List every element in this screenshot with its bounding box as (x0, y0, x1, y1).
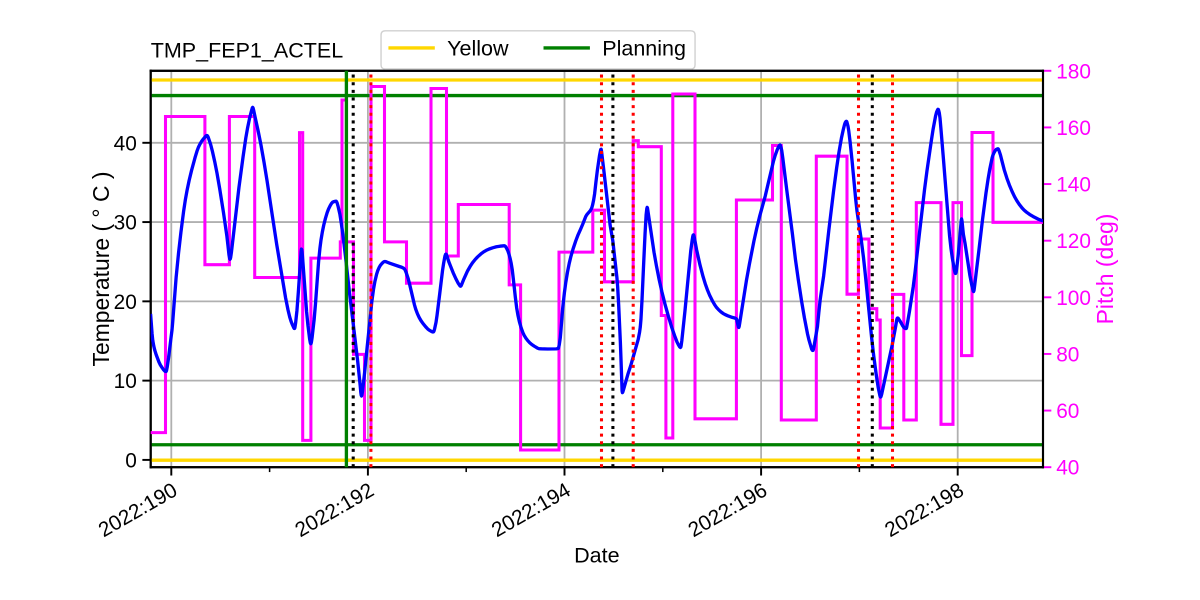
svg-text:40: 40 (114, 132, 137, 155)
svg-text:Pitch (deg): Pitch (deg) (1092, 214, 1118, 325)
svg-text:Planning: Planning (602, 36, 686, 60)
svg-text:30: 30 (114, 212, 137, 235)
svg-text:0: 0 (125, 449, 137, 472)
svg-text:40: 40 (1056, 457, 1079, 480)
svg-text:20: 20 (114, 291, 137, 314)
svg-text:Yellow: Yellow (447, 36, 509, 60)
svg-text:Date: Date (574, 544, 619, 568)
svg-text:TMP_FEP1_ACTEL: TMP_FEP1_ACTEL (151, 39, 344, 63)
svg-text:10: 10 (114, 370, 137, 393)
svg-text:180: 180 (1056, 60, 1091, 83)
svg-text:140: 140 (1056, 174, 1091, 197)
svg-text:160: 160 (1056, 117, 1091, 140)
svg-text:60: 60 (1056, 400, 1079, 423)
svg-text:100: 100 (1056, 287, 1091, 310)
svg-text:80: 80 (1056, 343, 1079, 366)
svg-text:Temperature ( ° C ): Temperature ( ° C ) (88, 171, 114, 366)
svg-text:120: 120 (1056, 230, 1091, 253)
